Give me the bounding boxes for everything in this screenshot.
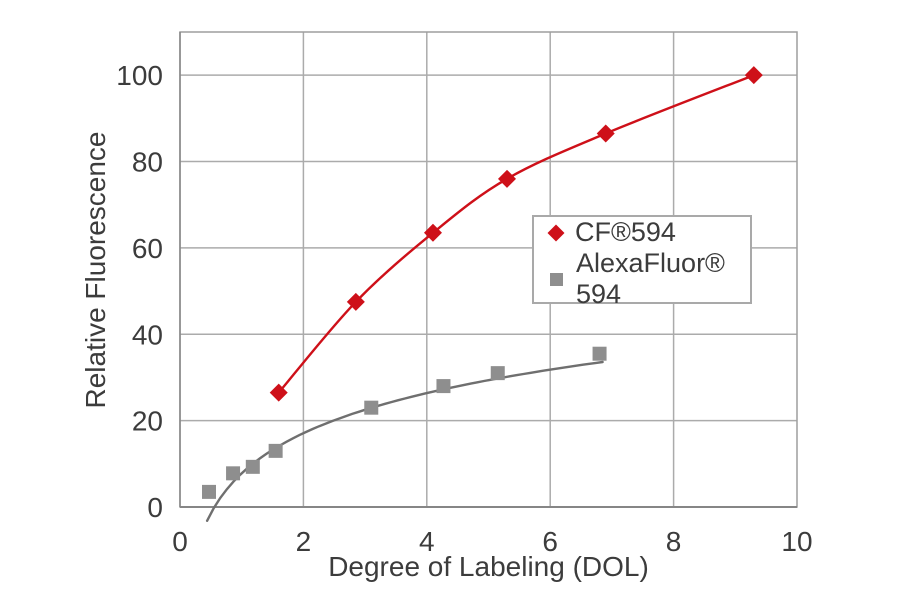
y-tick-label: 60 <box>132 233 163 264</box>
series-curve <box>277 74 755 394</box>
data-point-square <box>592 346 607 361</box>
x-axis-title: Degree of Labeling (DOL) <box>328 551 649 582</box>
data-point-diamond <box>596 124 615 143</box>
data-point-square <box>226 466 241 481</box>
grid-lines <box>179 31 798 508</box>
x-tick-label: 4 <box>419 526 435 557</box>
legend-item-cf594: CF®594 <box>547 217 750 248</box>
y-tick-label: 40 <box>132 319 163 350</box>
series-1 <box>269 66 763 402</box>
series-2 <box>201 346 607 522</box>
x-tick-label: 8 <box>666 526 682 557</box>
data-series <box>201 66 763 522</box>
legend-item-alexafluor594: AlexaFluor® 594 <box>550 248 750 310</box>
data-point-diamond <box>744 66 763 85</box>
data-point-diamond <box>269 383 288 402</box>
x-tick-label: 10 <box>781 526 812 557</box>
legend-marker-square-icon <box>550 272 563 286</box>
y-tick-label: 20 <box>132 406 163 437</box>
y-tick-label: 100 <box>116 60 163 91</box>
data-point-square <box>245 459 260 474</box>
data-point-square <box>364 400 379 415</box>
data-point-square <box>436 379 451 394</box>
y-tick-label: 80 <box>132 147 163 178</box>
data-point-square <box>201 484 216 499</box>
y-axis-title: Relative Fluorescence <box>80 131 111 409</box>
x-tick-label: 2 <box>296 526 312 557</box>
trend-line <box>205 360 604 522</box>
y-tick-label: 0 <box>147 492 163 523</box>
legend-marker-diamond-icon <box>547 224 565 241</box>
data-point-diamond <box>423 223 442 242</box>
data-point-square <box>490 366 505 381</box>
x-tick-label: 6 <box>542 526 558 557</box>
x-tick-label: 0 <box>172 526 188 557</box>
data-point-diamond <box>346 292 365 311</box>
legend-label-cf594: CF®594 <box>575 217 676 247</box>
data-point-square <box>268 443 283 458</box>
legend: CF®594 AlexaFluor® 594 <box>532 215 752 309</box>
data-point-diamond <box>498 169 517 188</box>
legend-label-alexafluor594: AlexaFluor® 594 <box>576 248 725 309</box>
